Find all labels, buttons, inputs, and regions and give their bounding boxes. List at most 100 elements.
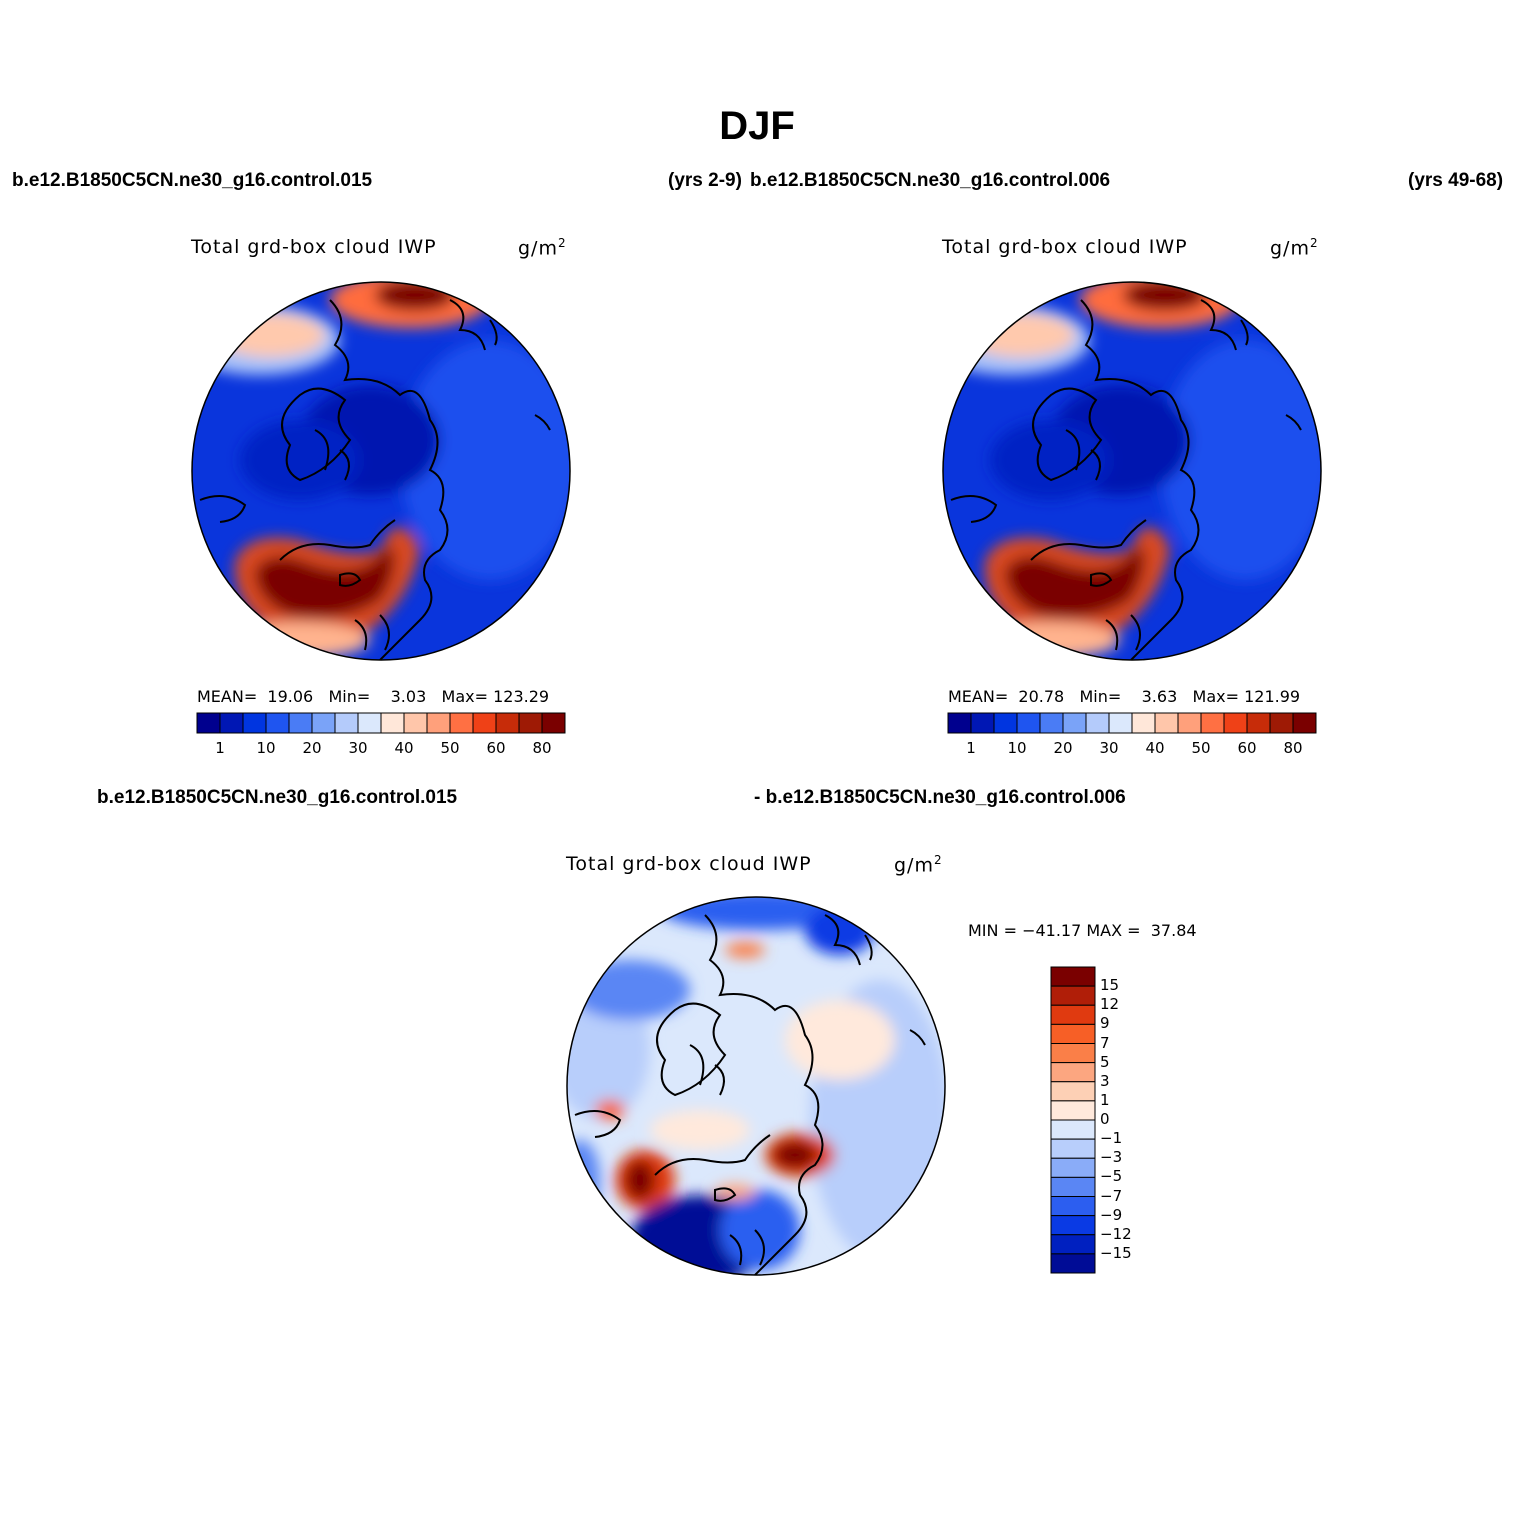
panel-1-variable: Total grd-box cloud IWP (191, 236, 437, 258)
colorbar-2 (947, 712, 1317, 734)
colorbar-swatch (1292, 712, 1317, 734)
colorbar-swatch (970, 712, 995, 734)
colorbar-swatch (1050, 966, 1096, 987)
colorbar-swatch (403, 712, 428, 734)
colorbar-swatch (947, 712, 972, 734)
colorbar-tick-label: 40 (394, 739, 414, 757)
colorbar-tick-label: 20 (302, 739, 322, 757)
colorbar-swatch (1050, 1215, 1096, 1236)
colorbar-swatch (1050, 1176, 1096, 1197)
colorbar-swatch (311, 712, 336, 734)
colorbar-tick-label: 50 (440, 739, 460, 757)
case-label-bottom-right: - b.e12.B1850C5CN.ne30_g16.control.006 (754, 787, 1126, 808)
colorbar-swatch (380, 712, 405, 734)
colorbar-swatch (1050, 1043, 1096, 1064)
colorbar-tick-label: 15 (1100, 976, 1120, 995)
years-label-top-right: (yrs 49-68) (1408, 170, 1504, 191)
colorbar-tick-label: 40 (1145, 739, 1165, 757)
colorbar-swatch (1016, 712, 1041, 734)
panel-2-variable: Total grd-box cloud IWP (942, 236, 1188, 258)
colorbar-swatch (1050, 1100, 1096, 1121)
colorbar-tick-label: −7 (1100, 1186, 1123, 1205)
colorbar-swatch (219, 712, 244, 734)
colorbar-swatch (1177, 712, 1202, 734)
colorbar-tick-label: 50 (1191, 739, 1211, 757)
colorbar-swatch (357, 712, 382, 734)
colorbar-swatch (1050, 1157, 1096, 1178)
colorbar-tick-label: 9 (1100, 1014, 1110, 1033)
colorbar-swatch (265, 712, 290, 734)
colorbar-swatch (1050, 1081, 1096, 1102)
colorbar-swatch (993, 712, 1018, 734)
colorbar-tick-label: −12 (1100, 1224, 1132, 1243)
colorbar-swatch (1154, 712, 1179, 734)
colorbar-tick-label: −15 (1100, 1243, 1132, 1262)
panel-3-units: g/m2 (894, 853, 943, 877)
panel-2-stats: MEAN= 20.78 Min= 3.63 Max= 121.99 (948, 687, 1301, 706)
colorbar-tick-label: −5 (1100, 1167, 1123, 1186)
colorbar-1 (196, 712, 566, 734)
colorbar-tick-label: 12 (1100, 995, 1120, 1014)
colorbar-swatch (288, 712, 313, 734)
years-label-top-left: (yrs 2-9) (668, 170, 742, 191)
colorbar-swatch (1039, 712, 1064, 734)
colorbar-swatch (1200, 712, 1225, 734)
colorbar-tick-label: 3 (1100, 1071, 1110, 1090)
case-label-top-right: b.e12.B1850C5CN.ne30_g16.control.006 (750, 170, 1111, 191)
colorbar-swatch (1108, 712, 1133, 734)
panel-1-units: g/m2 (518, 236, 567, 260)
colorbar-swatch (196, 712, 221, 734)
colorbar-swatch (1223, 712, 1248, 734)
map-panel-2 (942, 281, 1322, 661)
colorbar-tick-label: −9 (1100, 1205, 1123, 1224)
colorbar-tick-label: 10 (1007, 739, 1027, 757)
colorbar-tick-label: −1 (1100, 1129, 1123, 1148)
colorbar-swatch (1062, 712, 1087, 734)
colorbar-swatch (1085, 712, 1110, 734)
colorbar-swatch (1269, 712, 1294, 734)
panel-1-stats: MEAN= 19.06 Min= 3.03 Max= 123.29 (197, 687, 550, 706)
colorbar-tick-label: 1 (966, 739, 976, 757)
colorbar-swatch (426, 712, 451, 734)
colorbar-swatch (242, 712, 267, 734)
colorbar-tick-label: 0 (1100, 1110, 1110, 1128)
colorbar-tick-label: −3 (1100, 1148, 1123, 1167)
colorbar-swatch (334, 712, 359, 734)
colorbar-tick-label: 10 (256, 739, 276, 757)
map-panel-1 (191, 281, 571, 661)
colorbar-swatch (1050, 1196, 1096, 1217)
colorbar-swatch (1050, 1138, 1096, 1159)
case-label-top-left: b.e12.B1850C5CN.ne30_g16.control.015 (12, 170, 373, 191)
colorbar-swatch (1050, 1004, 1096, 1025)
map-panel-3 (566, 896, 946, 1276)
colorbar-tick-label: 7 (1100, 1033, 1110, 1052)
colorbar-swatch (541, 712, 566, 734)
panel-2-units: g/m2 (1270, 236, 1319, 260)
colorbar-swatch (1050, 1062, 1096, 1083)
colorbar-swatch (1050, 1234, 1096, 1255)
colorbar-swatch (1050, 985, 1096, 1006)
colorbar-swatch (495, 712, 520, 734)
colorbar-3 (1050, 966, 1096, 1274)
colorbar-tick-label: 5 (1100, 1052, 1110, 1071)
colorbar-swatch (1246, 712, 1271, 734)
colorbar-tick-label: 1 (215, 739, 225, 757)
colorbar-tick-label: 30 (1099, 739, 1119, 757)
colorbar-swatch (1050, 1023, 1096, 1044)
colorbar-swatch (449, 712, 474, 734)
colorbar-swatch (472, 712, 497, 734)
colorbar-swatch (1050, 1119, 1096, 1140)
figure-title: DJF (719, 104, 795, 148)
case-label-bottom-left: b.e12.B1850C5CN.ne30_g16.control.015 (97, 787, 458, 808)
colorbar-tick-label: 20 (1053, 739, 1073, 757)
colorbar-swatch (1050, 1253, 1096, 1274)
colorbar-swatch (1131, 712, 1156, 734)
colorbar-tick-label: 80 (1283, 739, 1303, 757)
colorbar-tick-label: 60 (1237, 739, 1257, 757)
colorbar-tick-label: 30 (348, 739, 368, 757)
panel-3-variable: Total grd-box cloud IWP (566, 853, 812, 875)
colorbar-tick-label: 1 (1100, 1090, 1110, 1109)
panel-3-stats: MIN = −41.17 MAX = 37.84 (968, 921, 1197, 940)
colorbar-swatch (518, 712, 543, 734)
